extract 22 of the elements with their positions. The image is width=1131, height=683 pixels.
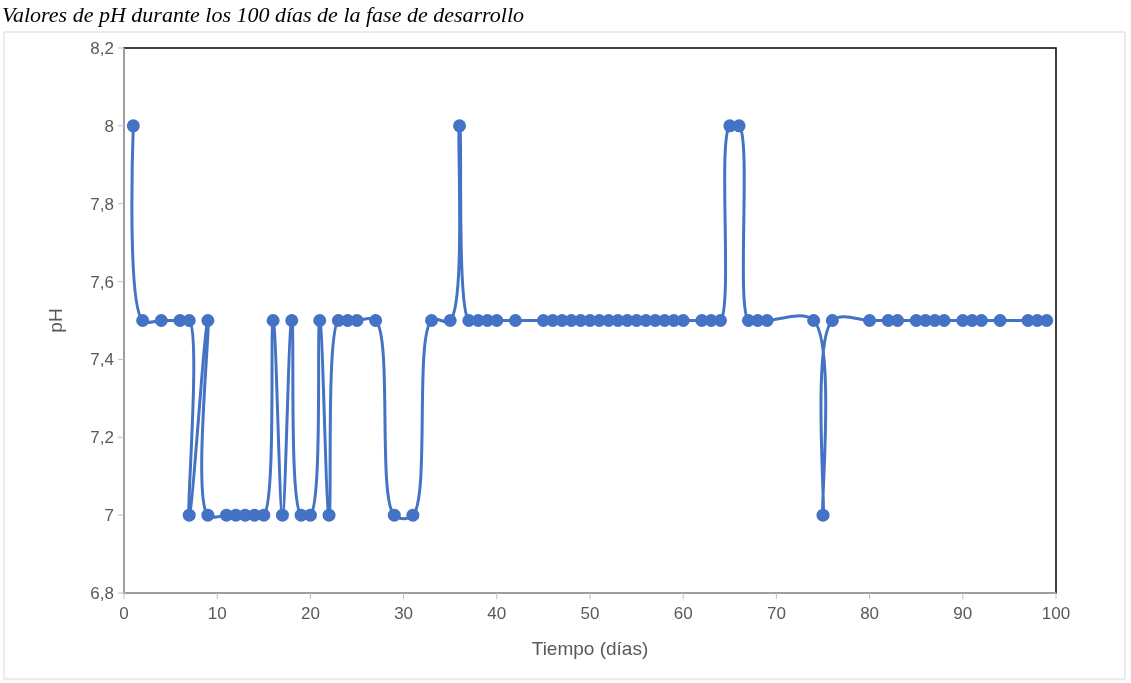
y-tick-label: 7 bbox=[104, 506, 114, 526]
x-tick-label: 50 bbox=[580, 604, 600, 623]
y-tick-label: 6,8 bbox=[90, 583, 114, 603]
x-tick-label: 0 bbox=[119, 604, 129, 623]
y-tick-label: 7,6 bbox=[90, 272, 114, 292]
chart-title: Valores de pH durante los 100 días de la fase de desarrollo bbox=[2, 2, 525, 27]
x-axis-title: Tiempo (días) bbox=[531, 638, 649, 659]
y-tick-label: 7,4 bbox=[90, 350, 114, 370]
y-tick-label: 7,8 bbox=[90, 194, 114, 214]
y-tick-label: 8,2 bbox=[90, 38, 114, 58]
x-tick-label: 40 bbox=[487, 604, 507, 623]
x-tick-label: 30 bbox=[394, 604, 414, 623]
x-tick-label: 100 bbox=[1041, 604, 1071, 623]
x-tick-label: 90 bbox=[953, 604, 973, 623]
y-tick-label: 8 bbox=[104, 116, 114, 136]
x-tick-label: 20 bbox=[300, 604, 320, 623]
x-tick-label: 80 bbox=[860, 604, 880, 623]
y-axis-title: pH bbox=[45, 308, 66, 333]
x-tick-label: 70 bbox=[766, 604, 786, 623]
x-tick-label: 60 bbox=[673, 604, 693, 623]
y-tick-label: 7,2 bbox=[90, 428, 114, 448]
x-tick-label: 10 bbox=[207, 604, 227, 623]
